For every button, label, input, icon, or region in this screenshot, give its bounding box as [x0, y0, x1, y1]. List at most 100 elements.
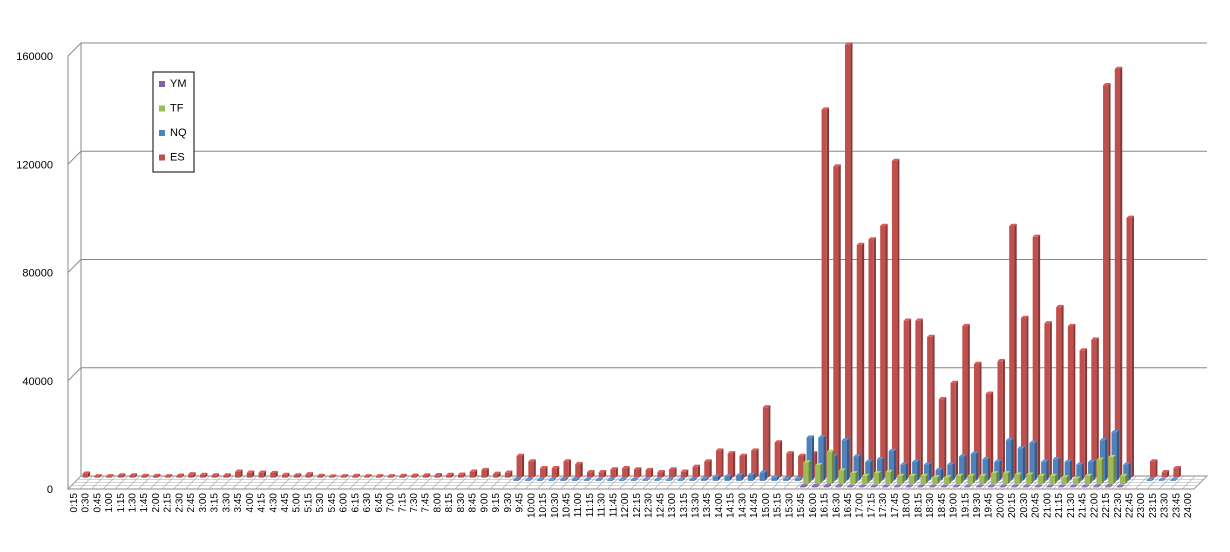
x-tick-label: 1:45 [139, 493, 150, 513]
legend-item-es: ES [159, 152, 185, 164]
x-tick-label: 22:45 [1124, 493, 1135, 518]
x-tick-label: 17:30 [878, 493, 889, 518]
bar-top [129, 473, 137, 476]
bar-es [927, 334, 935, 478]
bar-face [583, 480, 589, 481]
bar-face [876, 459, 883, 481]
bar-side [322, 473, 325, 478]
bar-top [727, 451, 736, 454]
bar-face [1034, 486, 1040, 488]
bar-side [334, 474, 337, 478]
bar-nq [548, 477, 556, 481]
x-tick-label: 1:15 [116, 493, 127, 513]
bar-es [281, 472, 290, 478]
bar-face [513, 479, 519, 481]
bar-side [123, 473, 126, 478]
x-tick-label: 21:00 [1042, 493, 1053, 518]
bar-es [915, 318, 923, 478]
bar-top [328, 474, 337, 477]
bar-side [976, 451, 979, 481]
bar-side [428, 473, 431, 478]
bar-tf [897, 473, 905, 485]
bar-nq [841, 438, 850, 481]
legend-label: NQ [170, 127, 187, 139]
bar-top [967, 473, 975, 477]
bar-top [821, 107, 830, 110]
bar-face [1058, 486, 1064, 488]
bar-side [357, 473, 360, 478]
bar-face [818, 437, 824, 481]
bar-top [106, 474, 114, 477]
bar-es [211, 473, 220, 478]
bar-es [364, 474, 372, 478]
bar-top [759, 470, 768, 473]
bar-es [586, 470, 595, 478]
bar-top [994, 459, 1002, 462]
bar-face [1146, 479, 1152, 481]
bar-face [375, 476, 382, 478]
bar-face [607, 479, 613, 481]
bar-face [117, 475, 124, 478]
bar-ym [1093, 484, 1101, 488]
bar-top [715, 448, 724, 451]
x-tick-label: 23:00 [1136, 493, 1147, 518]
bar-top [1014, 472, 1022, 475]
bar-top [747, 472, 756, 475]
bar-nq [1146, 477, 1155, 481]
bar-side [893, 448, 897, 481]
bar-top [975, 484, 984, 487]
bar-side [662, 470, 665, 478]
bar-face [897, 476, 903, 485]
bar-top [950, 380, 959, 383]
bar-top [873, 471, 882, 474]
x-tick-label: 1:00 [104, 493, 115, 513]
x-tick-label: 5:30 [315, 493, 326, 513]
bar-side [957, 484, 961, 488]
bar-es [692, 464, 700, 478]
bar-side [1075, 484, 1078, 488]
bar-top [868, 237, 876, 240]
bar-top [598, 470, 607, 473]
bar-side [369, 474, 372, 478]
x-tick-label: 8:30 [456, 493, 467, 513]
bar-face [669, 469, 675, 478]
bar-side [873, 237, 876, 478]
bar-top [317, 473, 325, 477]
bar-tf [1084, 473, 1093, 485]
bar-top [504, 470, 513, 473]
bar-nq [724, 474, 732, 481]
bar-top [1116, 484, 1125, 487]
bar-side [463, 472, 466, 478]
bar-face [1067, 326, 1074, 478]
bar-side [1113, 454, 1116, 485]
bar-face [1149, 461, 1156, 478]
bar-side [134, 473, 137, 478]
bar-top [176, 473, 184, 476]
bar-es [375, 474, 384, 478]
bar-nq [1017, 446, 1026, 481]
x-tick-label: 20:30 [1019, 493, 1030, 518]
bar-es [950, 380, 959, 478]
bar-top [1126, 215, 1134, 218]
legend-swatch [159, 130, 165, 136]
bar-face [952, 486, 958, 488]
x-tick-label: 16:15 [820, 493, 831, 518]
bar-top [1091, 337, 1099, 340]
bar-side [1151, 477, 1155, 481]
bar-top [633, 467, 642, 470]
x-tick-label: 3:30 [221, 493, 232, 513]
bar-side [87, 471, 91, 478]
bar-side [627, 465, 630, 478]
bar-face [106, 476, 112, 478]
bar-top [1022, 484, 1031, 487]
bar-face [838, 470, 844, 485]
bar-face [317, 476, 323, 478]
bar-top [985, 391, 994, 394]
bar-top [962, 323, 970, 327]
bar-top [434, 472, 442, 476]
bar-top [94, 474, 102, 477]
bar-es [540, 465, 548, 478]
bar-side [875, 484, 878, 488]
bar-ym [800, 483, 808, 488]
bar-es [704, 459, 712, 478]
